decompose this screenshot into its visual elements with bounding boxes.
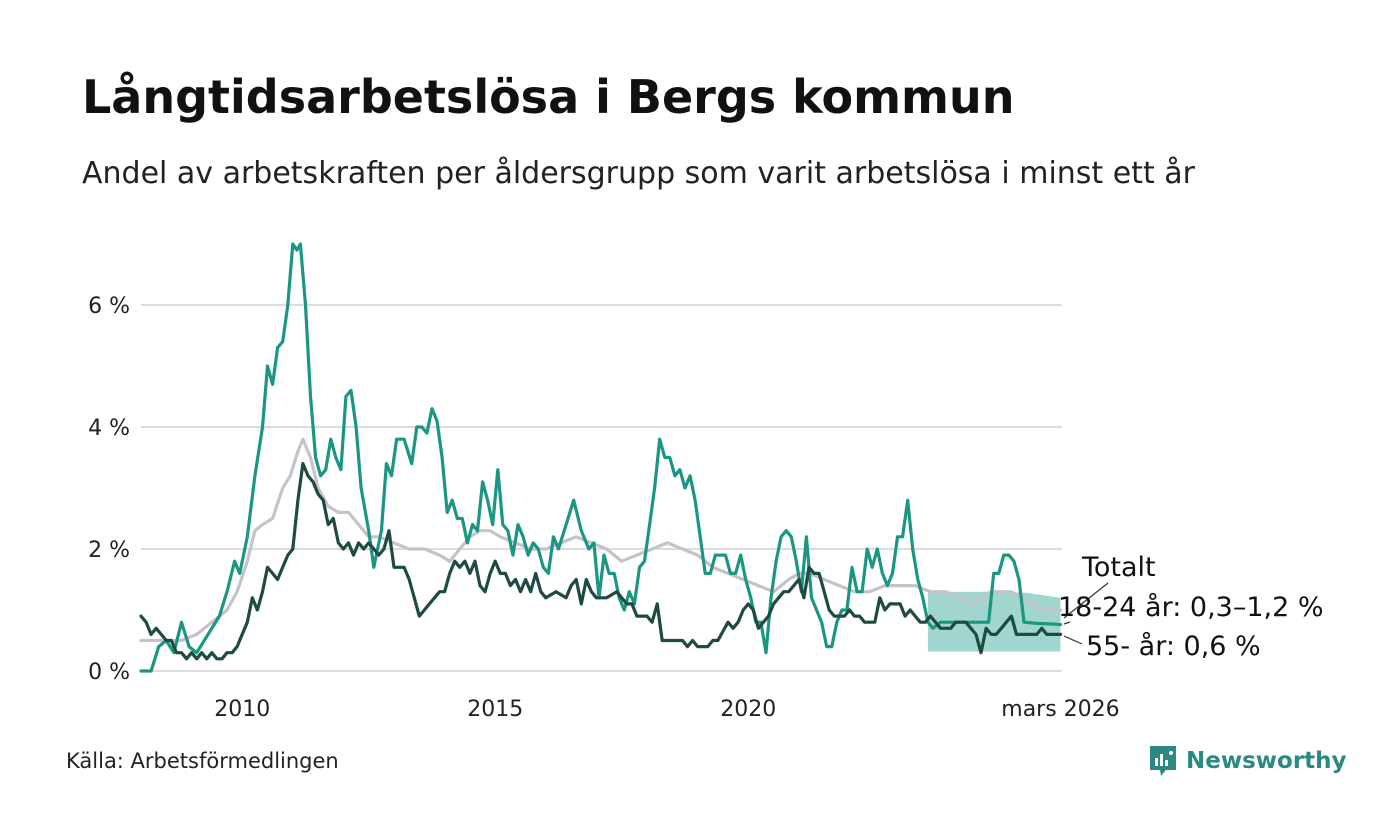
series-labels: Totalt 18-24 år: 0,3–1,2 % 55- år: 0,6 % xyxy=(1058,552,1324,662)
source-note: Källa: Arbetsförmedlingen xyxy=(66,749,339,773)
label-18-24: 18-24 år: 0,3–1,2 % xyxy=(1058,592,1324,623)
series-lines xyxy=(139,242,1063,673)
band-18-24 xyxy=(927,591,1061,652)
x-axis-ticks: 2010 2015 2020 mars 2026 xyxy=(214,697,1119,722)
series-line-55 xyxy=(139,462,1063,661)
y-tick-label: 4 % xyxy=(88,416,130,441)
chart-subtitle: Andel av arbetskraften per åldersgrupp s… xyxy=(82,156,1195,191)
newsworthy-logo-icon xyxy=(1150,746,1176,776)
brand-logo: Newsworthy xyxy=(1148,744,1347,778)
label-totalt-leader xyxy=(1063,582,1109,619)
y-tick-label: 0 % xyxy=(88,660,130,685)
x-tick-label: 2015 xyxy=(467,697,523,722)
y-axis-ticks: 0 % 2 % 4 % 6 % xyxy=(88,294,130,685)
series-line-18-24 xyxy=(139,242,1063,673)
grid-lines xyxy=(141,304,1062,672)
y-tick-label: 2 % xyxy=(88,538,130,563)
label-55-leader xyxy=(1063,635,1083,645)
label-55: 55- år: 0,6 % xyxy=(1086,631,1261,662)
brand-name: Newsworthy xyxy=(1186,748,1347,774)
series-line-totalt xyxy=(139,437,1063,643)
x-tick-label: 2010 xyxy=(214,697,270,722)
label-18-24-leader xyxy=(1063,621,1071,625)
y-tick-label: 6 % xyxy=(88,294,130,319)
chart-title: Långtidsarbetslösa i Bergs kommun xyxy=(82,70,1015,124)
x-tick-label: mars 2026 xyxy=(1001,697,1119,722)
x-tick-label: 2020 xyxy=(720,697,776,722)
uncertainty-band xyxy=(927,591,1061,652)
label-totalt: Totalt xyxy=(1081,552,1156,583)
